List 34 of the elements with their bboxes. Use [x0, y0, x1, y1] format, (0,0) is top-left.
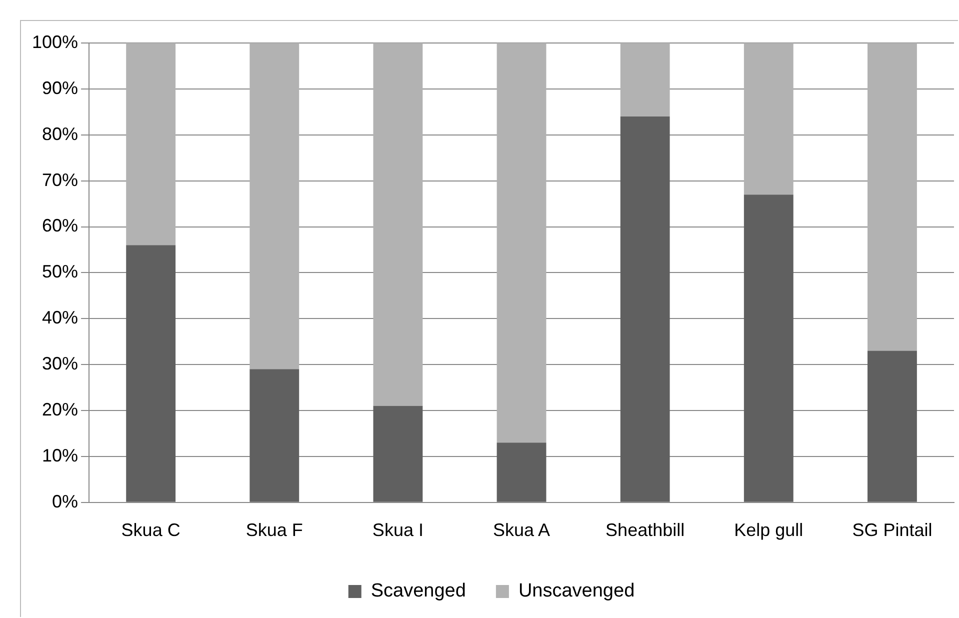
- y-tick-label: 0%: [52, 491, 78, 512]
- y-tick-label: 80%: [42, 124, 78, 144]
- x-tick-label: Skua F: [246, 520, 303, 540]
- x-tick-label: Kelp gull: [734, 520, 804, 540]
- y-tick-label: 90%: [42, 78, 78, 98]
- y-tick-label: 100%: [32, 32, 78, 52]
- y-tick-label: 40%: [42, 308, 78, 328]
- bar: [373, 43, 423, 406]
- bar: [496, 43, 546, 443]
- bar: [744, 43, 794, 195]
- y-tick-label: 20%: [42, 399, 78, 420]
- bar: [868, 43, 917, 351]
- x-tick-label: Skua I: [372, 520, 424, 540]
- bar: [868, 350, 917, 502]
- x-tick-label: SG Pintail: [852, 520, 932, 540]
- y-tick-label: 50%: [42, 262, 78, 282]
- bar: [126, 43, 176, 246]
- bar: [250, 369, 300, 502]
- y-tick-label: 70%: [42, 170, 78, 190]
- x-tick-label: Sheathbill: [606, 520, 685, 540]
- legend-label: Unscavenged: [518, 580, 635, 602]
- bar: [496, 442, 546, 502]
- x-tick-label: Skua A: [492, 520, 550, 540]
- legend-label: Scavenged: [370, 580, 466, 602]
- y-tick-label: 10%: [42, 445, 78, 466]
- y-tick-label: 30%: [42, 354, 78, 374]
- bar: [250, 43, 300, 370]
- bar: [744, 194, 794, 502]
- y-tick-label: 60%: [42, 216, 78, 236]
- bar: [126, 245, 176, 502]
- x-tick-label: Skua C: [121, 520, 180, 540]
- bar: [620, 116, 670, 502]
- bar: [620, 43, 670, 117]
- bar: [373, 406, 423, 502]
